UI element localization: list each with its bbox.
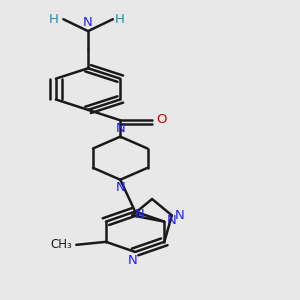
Text: H: H — [114, 13, 124, 26]
Text: N: N — [128, 254, 137, 267]
Text: N: N — [83, 16, 93, 29]
Text: N: N — [116, 122, 125, 135]
Text: N: N — [116, 181, 125, 194]
Text: N: N — [167, 214, 176, 227]
Text: O: O — [156, 113, 167, 126]
Text: H: H — [49, 13, 58, 26]
Text: CH₃: CH₃ — [50, 238, 72, 251]
Text: N: N — [174, 209, 184, 222]
Text: N: N — [135, 208, 145, 221]
